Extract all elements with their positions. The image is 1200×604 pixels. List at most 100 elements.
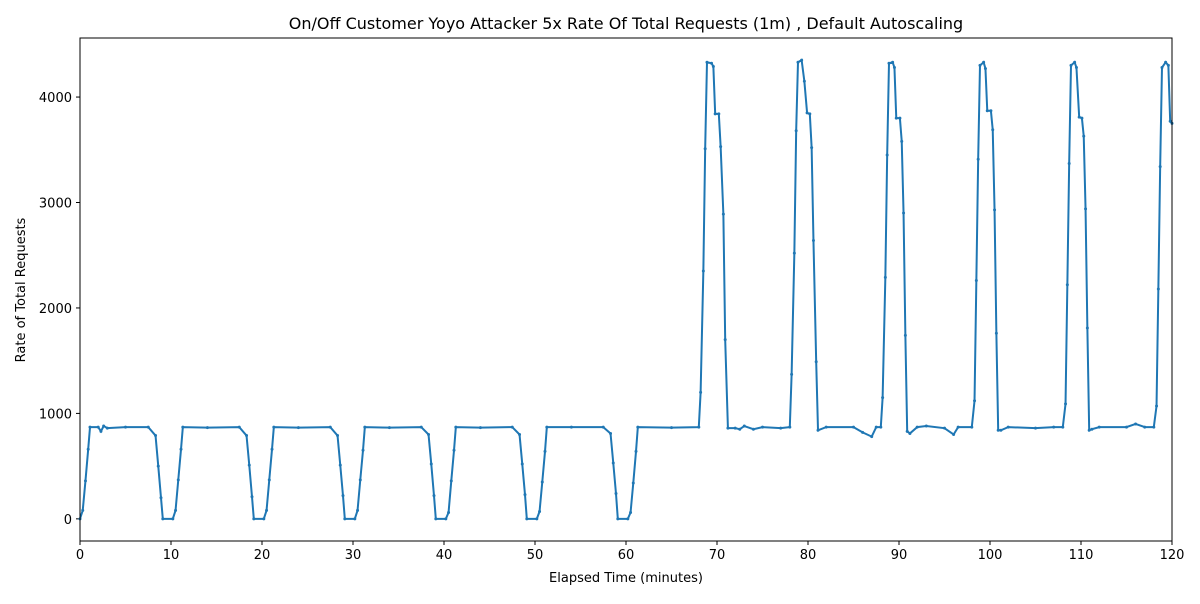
data-point	[1061, 425, 1065, 429]
data-point	[159, 496, 163, 500]
data-point	[814, 360, 818, 364]
data-point	[1069, 63, 1073, 67]
data-point	[146, 425, 150, 429]
data-point	[1160, 66, 1164, 70]
data-point	[616, 517, 620, 521]
data-point	[810, 146, 814, 150]
data-point	[250, 495, 254, 499]
data-point	[699, 390, 703, 394]
data-point	[328, 425, 332, 429]
data-point	[343, 517, 347, 521]
data-point	[816, 428, 820, 432]
data-point	[788, 425, 792, 429]
data-point	[1052, 425, 1056, 429]
data-point	[903, 333, 907, 337]
data-point	[538, 509, 542, 513]
data-point	[790, 372, 794, 376]
x-tick-label: 20	[254, 548, 271, 563]
data-point	[721, 212, 725, 216]
data-point	[434, 517, 438, 521]
data-point	[703, 147, 707, 151]
data-point	[805, 111, 809, 115]
data-point	[1067, 161, 1071, 165]
data-point	[629, 511, 633, 515]
y-axis-label: Rate of Total Requests	[14, 217, 29, 362]
data-point	[1084, 207, 1088, 211]
data-point	[982, 60, 986, 64]
data-point	[609, 431, 613, 435]
data-point	[1064, 402, 1068, 406]
data-point	[161, 517, 165, 521]
y-tick-label: 3000	[39, 197, 72, 212]
data-point	[1082, 134, 1086, 138]
data-point	[419, 425, 423, 429]
data-point	[336, 434, 340, 438]
data-point	[510, 425, 514, 429]
data-point	[447, 511, 451, 515]
data-point	[697, 425, 701, 429]
data-point	[794, 129, 798, 133]
data-point	[1006, 425, 1010, 429]
data-point	[237, 425, 241, 429]
data-point	[245, 434, 249, 438]
data-point	[124, 425, 127, 429]
data-point	[99, 429, 103, 433]
data-point	[361, 448, 365, 452]
data-point	[1164, 60, 1168, 64]
data-point	[179, 447, 183, 451]
data-point	[356, 508, 360, 512]
data-point	[733, 426, 737, 430]
data-point	[802, 79, 806, 83]
plot-frame	[79, 37, 1173, 542]
data-point	[247, 463, 251, 467]
data-point	[717, 112, 721, 116]
data-point	[265, 508, 269, 512]
data-point	[387, 426, 391, 430]
data-point	[634, 449, 638, 453]
x-tick-label: 80	[800, 548, 817, 563]
data-point	[811, 238, 815, 242]
data-point	[102, 424, 106, 428]
data-point	[270, 447, 274, 451]
data-point	[800, 58, 804, 62]
x-axis-label: Elapsed Time (minutes)	[549, 571, 703, 586]
data-point	[156, 464, 160, 468]
x-tick-label: 30	[345, 548, 362, 563]
data-point	[861, 430, 865, 434]
data-point	[181, 425, 185, 429]
data-point	[520, 462, 524, 466]
data-point	[444, 517, 448, 521]
data-point	[540, 480, 544, 484]
chart-title: On/Off Customer Yoyo Attacker 5x Rate Of…	[289, 14, 963, 33]
data-point	[991, 128, 995, 132]
data-point	[449, 479, 453, 483]
data-point	[989, 109, 993, 113]
data-point	[626, 517, 630, 521]
y-tick-label: 1000	[39, 407, 72, 422]
data-point	[518, 432, 522, 436]
data-point	[879, 425, 883, 429]
data-point	[808, 112, 812, 116]
data-point	[1085, 326, 1089, 330]
data-point	[601, 425, 605, 429]
data-point	[796, 60, 800, 64]
data-point	[154, 434, 158, 438]
data-point	[1074, 66, 1078, 70]
data-point	[723, 338, 727, 342]
data-point	[742, 424, 746, 428]
data-point	[1156, 287, 1160, 291]
x-tick-label: 50	[527, 548, 544, 563]
data-point	[891, 60, 895, 64]
data-point	[852, 425, 855, 429]
data-point	[427, 432, 431, 436]
data-point	[1097, 425, 1101, 429]
data-point	[792, 251, 796, 255]
data-point	[900, 139, 904, 143]
x-tick-label: 120	[1160, 548, 1185, 563]
data-point	[883, 275, 887, 279]
y-tick-label: 0	[64, 513, 72, 528]
data-point	[902, 211, 906, 215]
data-point	[1155, 404, 1159, 408]
